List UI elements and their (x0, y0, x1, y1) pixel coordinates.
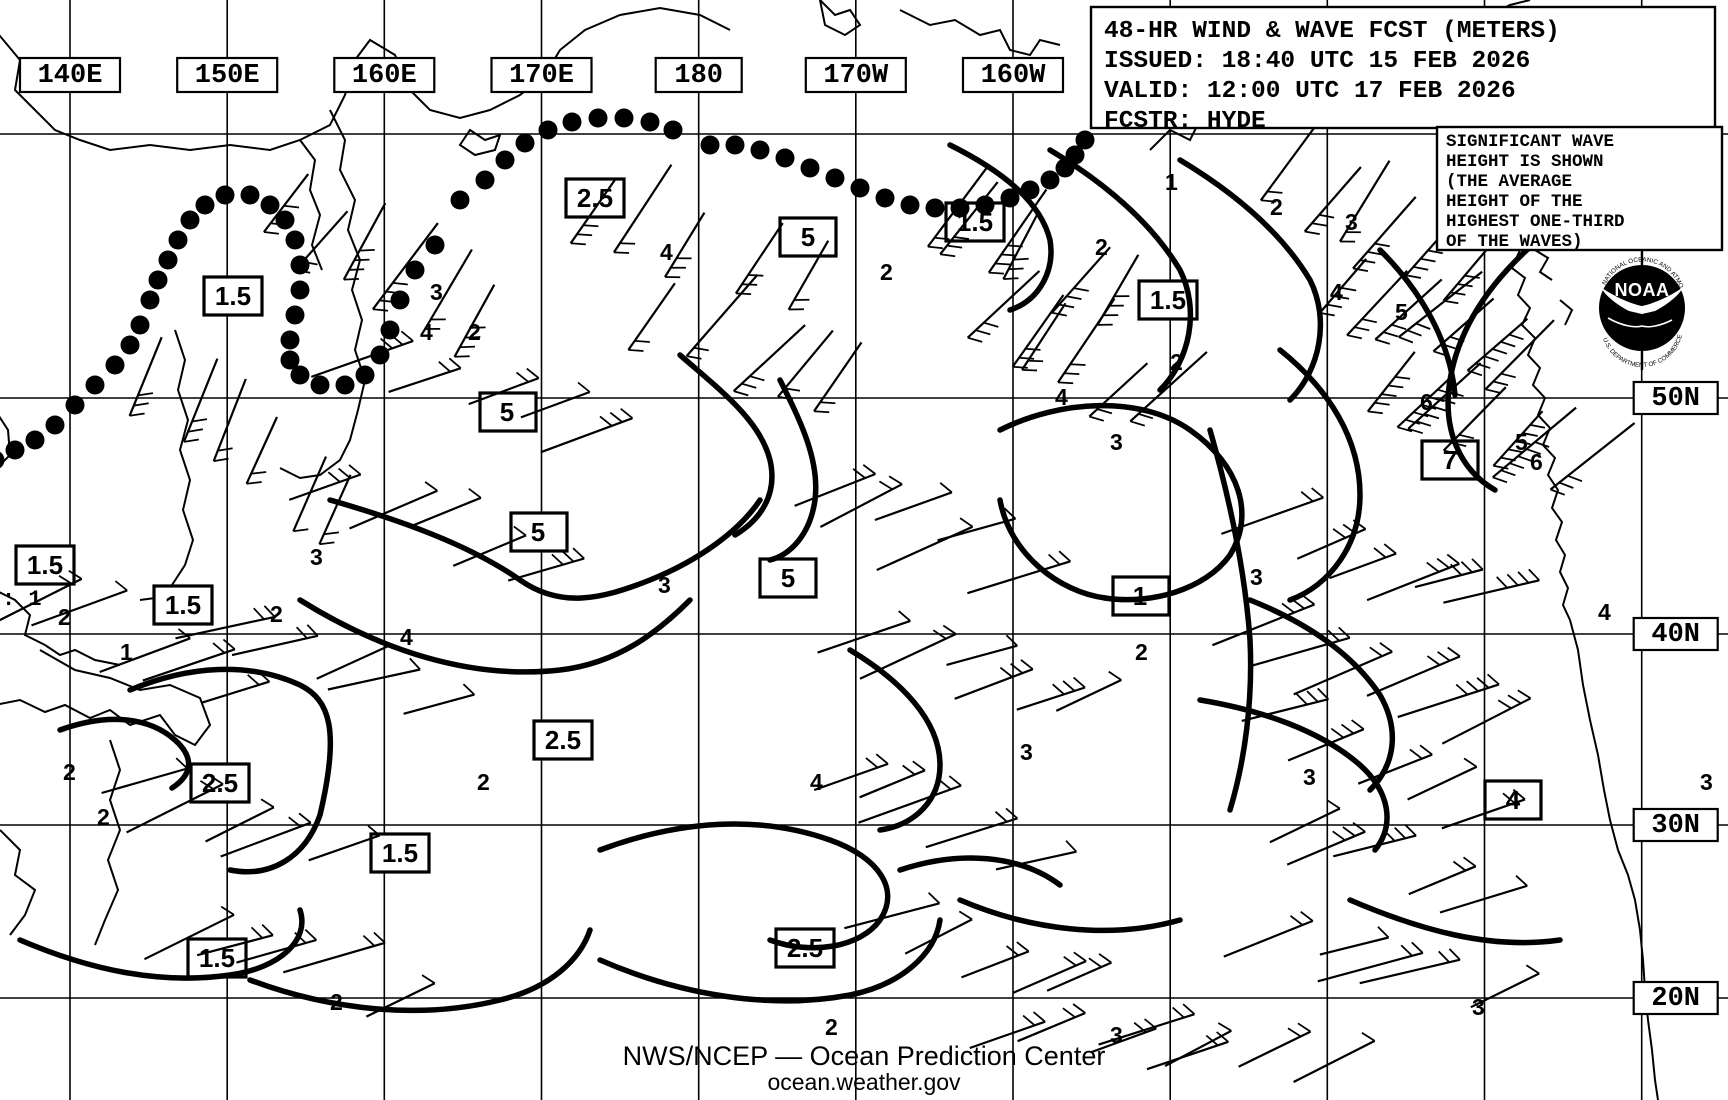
svg-text:2: 2 (1135, 639, 1148, 665)
svg-text:HIGHEST ONE-THIRD: HIGHEST ONE-THIRD (1446, 212, 1625, 232)
svg-text:1.5: 1.5 (1150, 285, 1186, 315)
svg-text:2: 2 (1270, 194, 1283, 220)
svg-text:2: 2 (477, 769, 490, 795)
svg-text:4: 4 (810, 769, 823, 795)
svg-text:3: 3 (1472, 994, 1485, 1020)
svg-text:ocean.weather.gov: ocean.weather.gov (767, 1069, 961, 1095)
svg-text:SIGNIFICANT WAVE: SIGNIFICANT WAVE (1446, 132, 1614, 152)
svg-text:5: 5 (500, 397, 514, 427)
svg-text:ISSUED: 18:40 UTC 15 FEB 2026: ISSUED: 18:40 UTC 15 FEB 2026 (1104, 48, 1530, 75)
svg-text:5: 5 (531, 517, 545, 547)
svg-text:5: 5 (781, 563, 795, 593)
svg-text:2: 2 (58, 604, 71, 630)
svg-text:NOAA: NOAA (1615, 280, 1670, 300)
svg-text:5: 5 (801, 222, 815, 252)
svg-text:1.5: 1.5 (165, 590, 201, 620)
svg-text:2: 2 (270, 601, 283, 627)
svg-text:30N: 30N (1651, 811, 1700, 841)
svg-text:2: 2 (825, 1014, 838, 1040)
svg-text:40N: 40N (1651, 620, 1700, 650)
svg-text:OF THE WAVES): OF THE WAVES) (1446, 232, 1583, 252)
svg-text:6: 6 (1420, 389, 1433, 415)
svg-text:3: 3 (1303, 764, 1316, 790)
svg-text:4: 4 (1055, 384, 1068, 410)
svg-text:2: 2 (880, 259, 893, 285)
svg-text:50N: 50N (1651, 384, 1700, 414)
svg-text:1.5: 1.5 (215, 281, 251, 311)
svg-text:4: 4 (1506, 785, 1521, 815)
svg-text:48-HR WIND & WAVE FCST (METERS: 48-HR WIND & WAVE FCST (METERS) (1104, 18, 1560, 45)
svg-text:3: 3 (1110, 429, 1123, 455)
svg-text:4: 4 (660, 239, 673, 265)
svg-text:5: 5 (1395, 299, 1408, 325)
svg-text:2.5: 2.5 (545, 725, 581, 755)
svg-text:3: 3 (1110, 1022, 1123, 1048)
svg-text:140E: 140E (38, 61, 103, 91)
svg-text:170W: 170W (823, 61, 889, 91)
svg-text:4: 4 (1598, 599, 1611, 625)
svg-text:3: 3 (430, 279, 443, 305)
svg-text:160W: 160W (981, 61, 1047, 91)
svg-text:170E: 170E (509, 61, 574, 91)
svg-text:3: 3 (1700, 769, 1713, 795)
svg-text:1.5: 1.5 (27, 550, 63, 580)
svg-text:3: 3 (1020, 739, 1033, 765)
svg-text:1: 1 (120, 639, 133, 665)
svg-text:180: 180 (674, 61, 723, 91)
svg-text:1: 1 (1165, 169, 1178, 195)
svg-text:HEIGHT IS SHOWN: HEIGHT IS SHOWN (1446, 152, 1604, 172)
svg-text:20N: 20N (1651, 984, 1700, 1014)
svg-text:5: 5 (1515, 429, 1528, 455)
svg-text:2: 2 (468, 319, 481, 345)
svg-text:1: 1 (1133, 581, 1147, 611)
svg-text:: 1: : 1 (2, 587, 42, 612)
svg-text:3: 3 (1345, 209, 1358, 235)
svg-text:HEIGHT OF THE: HEIGHT OF THE (1446, 192, 1583, 212)
svg-text:2: 2 (97, 804, 110, 830)
svg-text:2: 2 (1170, 349, 1183, 375)
svg-text:3: 3 (658, 572, 671, 598)
svg-text:(THE AVERAGE: (THE AVERAGE (1446, 172, 1572, 192)
svg-text:150E: 150E (195, 61, 260, 91)
svg-text:2: 2 (63, 759, 76, 785)
svg-text:VALID: 12:00 UTC 17 FEB 2026: VALID: 12:00 UTC 17 FEB 2026 (1104, 78, 1516, 105)
svg-text:2: 2 (330, 989, 343, 1015)
svg-text:6: 6 (1530, 449, 1543, 475)
svg-text:3: 3 (310, 544, 323, 570)
svg-text:3: 3 (1250, 564, 1263, 590)
svg-text:FCSTR: HYDE: FCSTR: HYDE (1104, 108, 1266, 135)
svg-text:4: 4 (1330, 279, 1343, 305)
svg-text:1.5: 1.5 (382, 838, 418, 868)
svg-text:NWS/NCEP — Ocean Prediction Ce: NWS/NCEP — Ocean Prediction Center (623, 1041, 1106, 1071)
svg-text:160E: 160E (352, 61, 417, 91)
svg-text:4: 4 (420, 319, 433, 345)
svg-text:4: 4 (400, 624, 413, 650)
svg-text:2: 2 (1095, 234, 1108, 260)
